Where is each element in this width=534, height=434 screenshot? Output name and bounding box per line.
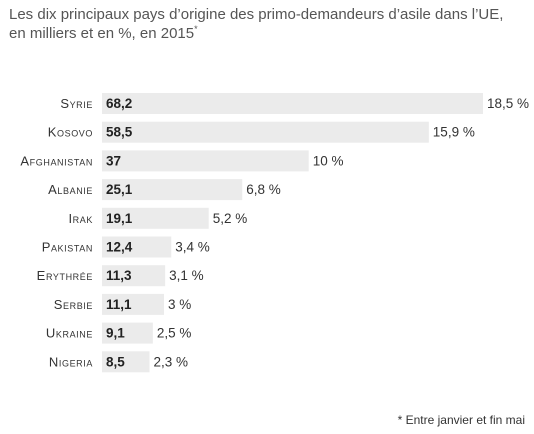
percent-label: 6,8 % bbox=[246, 182, 281, 197]
value-label: 25,1 bbox=[106, 182, 133, 197]
category-label: Albanie bbox=[48, 182, 93, 197]
category-label: Syrie bbox=[60, 96, 93, 111]
value-label: 68,2 bbox=[106, 96, 132, 111]
footnote: * Entre janvier et fin mai bbox=[397, 413, 525, 427]
value-label: 58,5 bbox=[106, 125, 133, 140]
percent-label: 18,5 % bbox=[487, 96, 529, 111]
value-label: 11,1 bbox=[106, 297, 132, 312]
category-label: Nigeria bbox=[49, 354, 93, 369]
bar bbox=[102, 265, 166, 287]
value-label: 9,1 bbox=[106, 326, 125, 341]
chart-subtitle: en milliers et en %, en 2015 bbox=[9, 25, 195, 42]
chart-title: Les dix principaux pays d’origine des pr… bbox=[9, 5, 524, 43]
category-label: Afghanistan bbox=[20, 153, 93, 168]
percent-label: 2,5 % bbox=[157, 326, 192, 341]
value-label: 19,1 bbox=[106, 211, 133, 226]
category-label: Irak bbox=[68, 211, 93, 226]
chart-subtitle-mark: * bbox=[194, 24, 198, 34]
bar bbox=[102, 322, 153, 344]
category-label: Erythrée bbox=[37, 268, 93, 283]
percent-label: 3,1 % bbox=[169, 268, 204, 283]
bar bbox=[102, 207, 209, 229]
percent-label: 2,3 % bbox=[153, 354, 188, 369]
percent-label: 15,9 % bbox=[433, 125, 475, 140]
category-label: Kosovo bbox=[48, 125, 93, 140]
category-label: Serbie bbox=[54, 297, 93, 312]
chart-title-line: Les dix principaux pays d’origine des pr… bbox=[9, 6, 504, 23]
chart-subtitle-line: en milliers et en %, en 2015* bbox=[9, 24, 524, 43]
bar bbox=[102, 93, 483, 114]
percent-label: 3,4 % bbox=[175, 240, 210, 255]
bar bbox=[102, 236, 172, 258]
percent-label: 5,2 % bbox=[213, 211, 248, 226]
percent-label: 10 % bbox=[313, 153, 344, 168]
bar bbox=[102, 179, 243, 201]
percent-label: 3 % bbox=[168, 297, 191, 312]
value-label: 37 bbox=[106, 153, 121, 168]
category-label: Ukraine bbox=[46, 326, 93, 341]
bar bbox=[102, 121, 429, 143]
value-label: 12,4 bbox=[106, 240, 133, 255]
bar bbox=[102, 150, 309, 172]
bar bbox=[102, 351, 150, 373]
category-label: Pakistan bbox=[42, 240, 93, 255]
bar bbox=[102, 293, 165, 315]
value-label: 8,5 bbox=[106, 354, 125, 369]
value-label: 11,3 bbox=[106, 268, 132, 283]
